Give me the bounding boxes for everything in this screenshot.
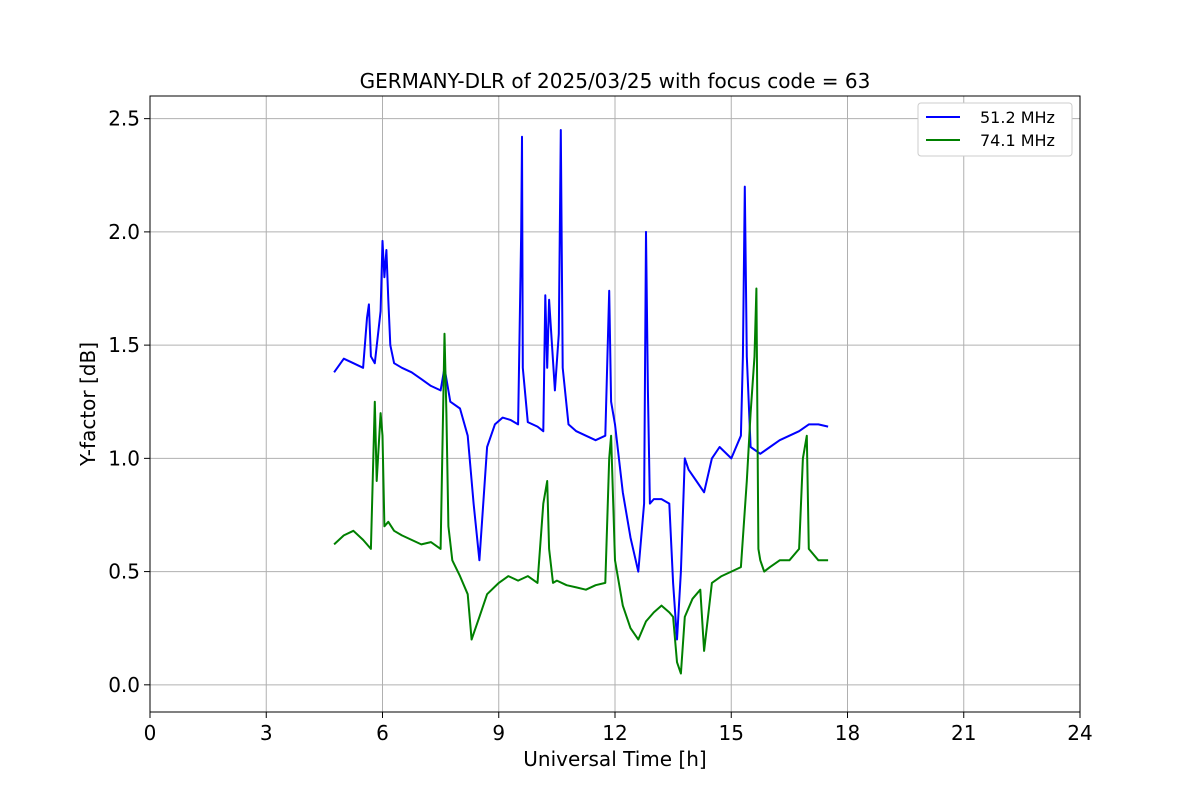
y-tick-label: 0.5 bbox=[108, 560, 140, 584]
x-tick-label: 21 bbox=[951, 721, 976, 745]
y-tick-label: 1.0 bbox=[108, 446, 140, 470]
plot-series bbox=[333, 129, 829, 675]
x-tick-label: 3 bbox=[260, 721, 273, 745]
x-tick-label: 24 bbox=[1067, 721, 1092, 745]
y-tick-label: 0.0 bbox=[108, 673, 140, 697]
x-tick-label: 15 bbox=[719, 721, 744, 745]
legend: 51.2 MHz 74.1 MHz bbox=[917, 102, 1073, 157]
y-axis-label: Y-factor [dB] bbox=[76, 342, 100, 467]
x-tick-label: 9 bbox=[492, 721, 505, 745]
x-tick-label: 12 bbox=[602, 721, 627, 745]
y-tick-label: 1.5 bbox=[108, 333, 140, 357]
chart-title: GERMANY-DLR of 2025/03/25 with focus cod… bbox=[360, 69, 871, 93]
x-axis-label: Universal Time [h] bbox=[523, 747, 706, 771]
series-line-51mhz bbox=[333, 129, 829, 641]
series-line-74mhz bbox=[333, 287, 829, 675]
legend-label-51mhz: 51.2 MHz bbox=[980, 108, 1055, 127]
x-tick-label: 6 bbox=[376, 721, 389, 745]
y-tick-label: 2.0 bbox=[108, 220, 140, 244]
axis-ticks: 0 3 6 9 12 15 18 21 24 0.0 0.5 1.0 1.5 2.0 2.5 bbox=[108, 107, 1093, 745]
y-tick-label: 2.5 bbox=[108, 107, 140, 131]
x-tick-label: 18 bbox=[835, 721, 860, 745]
x-tick-label: 0 bbox=[144, 721, 157, 745]
legend-label-74mhz: 74.1 MHz bbox=[980, 131, 1055, 150]
